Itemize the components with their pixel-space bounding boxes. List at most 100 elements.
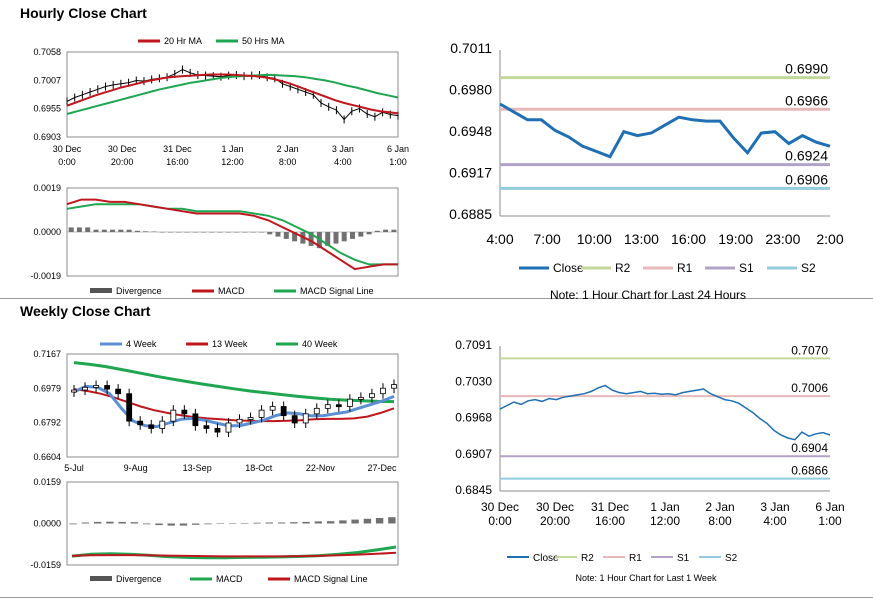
divergence-bar <box>314 521 322 524</box>
divergence-bar <box>292 232 298 242</box>
x-tick-label: 8:00 <box>279 157 297 167</box>
divergence-bar <box>350 232 355 239</box>
candle-body <box>82 386 88 391</box>
candle-body <box>391 384 397 389</box>
divergence-bar <box>250 232 256 233</box>
x-tick-label: 6 Jan <box>815 500 844 514</box>
y-tick-label: 0.6885 <box>449 206 492 222</box>
level-label-r1: 0.6966 <box>785 92 828 108</box>
legend-label: MACD <box>218 286 245 296</box>
legend-label: MACD Signal Line <box>294 574 368 584</box>
x-tick-label: 4:00 <box>763 514 787 528</box>
candle-body <box>280 406 287 417</box>
divergence-bar <box>267 232 273 235</box>
candle-body <box>170 409 177 422</box>
divergence-bar <box>85 227 91 232</box>
x-tick-label: 20:00 <box>540 514 570 528</box>
x-tick-label: 5-Jul <box>64 463 84 473</box>
y-tick-label: 0.6980 <box>449 82 492 98</box>
series-line-20-hr-ma <box>66 73 399 115</box>
plot-frame <box>66 51 399 138</box>
y-tick-label: 0.6948 <box>449 123 492 139</box>
level-label-s2: 0.6906 <box>785 171 828 187</box>
x-tick-label: 0:00 <box>488 514 512 528</box>
divergence-bar <box>391 229 397 232</box>
legend-label: R1 <box>677 261 693 275</box>
x-tick-label: 0:00 <box>58 157 76 167</box>
candle-body <box>335 404 342 408</box>
y-tick-label: 0.7091 <box>455 338 492 352</box>
divergence-bar <box>242 232 248 233</box>
divergence-bar <box>217 232 223 233</box>
divergence-bar <box>130 522 139 524</box>
x-tick-label: 30 Dec <box>536 500 574 514</box>
candle-body <box>247 417 254 420</box>
candle-body <box>380 387 386 395</box>
divergence-bar <box>143 231 149 232</box>
level-label-r2: 0.6990 <box>785 61 828 77</box>
legend-label: S1 <box>739 261 754 275</box>
level-label-r2: 0.7070 <box>791 343 828 357</box>
legend-label: MACD <box>216 574 243 584</box>
candle-body <box>71 389 77 393</box>
divergence-bar <box>358 232 364 237</box>
series-line-close <box>499 102 831 159</box>
candle-body <box>192 413 199 427</box>
y-tick-label: -0.0019 <box>30 271 61 281</box>
candle-body <box>93 385 99 388</box>
candle-body <box>236 418 243 424</box>
x-tick-label: 1:00 <box>818 514 842 528</box>
series-line-macd <box>66 198 398 271</box>
divergence-bar <box>176 232 182 233</box>
x-tick-label: 12:00 <box>221 157 244 167</box>
divergence-bar <box>241 523 249 524</box>
candle-body <box>258 409 265 418</box>
legend-swatch <box>90 288 112 293</box>
divergence-bar <box>388 517 396 524</box>
series-line-macd-signal-line <box>66 203 398 266</box>
x-tick-label: 1 Jan <box>221 144 243 154</box>
divergence-bar <box>325 232 331 246</box>
divergence-bar <box>151 231 157 232</box>
x-tick-label: 30 Dec <box>108 144 137 154</box>
series-line-40-week <box>73 361 395 404</box>
y-tick-label: 0.6792 <box>33 418 61 428</box>
x-tick-label: 13:00 <box>624 231 659 247</box>
y-tick-label: 0.6903 <box>33 132 61 142</box>
series-line-macd-signal-line <box>71 551 397 558</box>
y-tick-label: 0.6979 <box>33 383 61 393</box>
divergence-bar <box>192 232 198 233</box>
divergence-bar <box>308 232 314 246</box>
divergence-bar <box>363 518 372 524</box>
legend-label: R2 <box>581 553 594 564</box>
x-tick-label: 16:00 <box>595 514 625 528</box>
candle-body <box>159 420 166 429</box>
candle-body <box>346 398 353 407</box>
series-line-13-week <box>73 388 395 423</box>
x-tick-label: 16:00 <box>671 231 706 247</box>
y-tick-label: 0.0159 <box>33 477 61 487</box>
legend-label: S1 <box>677 553 690 564</box>
divergence-bar <box>234 232 240 233</box>
x-tick-label: 6 Jan <box>387 144 409 154</box>
divergence-bar <box>81 522 90 524</box>
divergence-bar <box>339 520 347 524</box>
x-tick-label: 8:00 <box>708 514 732 528</box>
candle-body <box>104 385 111 390</box>
y-tick-label: 0.7007 <box>33 75 61 85</box>
candle-body <box>324 404 331 409</box>
divergence-bar <box>341 232 347 242</box>
level-label-s1: 0.6924 <box>785 148 828 164</box>
divergence-bar <box>192 523 200 525</box>
legend-label: 4 Week <box>126 339 157 349</box>
level-label-s1: 0.6904 <box>791 441 828 455</box>
plot-frame <box>66 353 399 458</box>
legend-label: 40 Week <box>302 339 338 349</box>
y-tick-label: 0.6845 <box>455 483 492 497</box>
divergence-bar <box>93 229 99 232</box>
candle-body <box>126 393 133 422</box>
section-divider <box>0 298 873 299</box>
x-tick-label: 18-Oct <box>245 463 273 473</box>
divergence-bar <box>201 232 207 233</box>
